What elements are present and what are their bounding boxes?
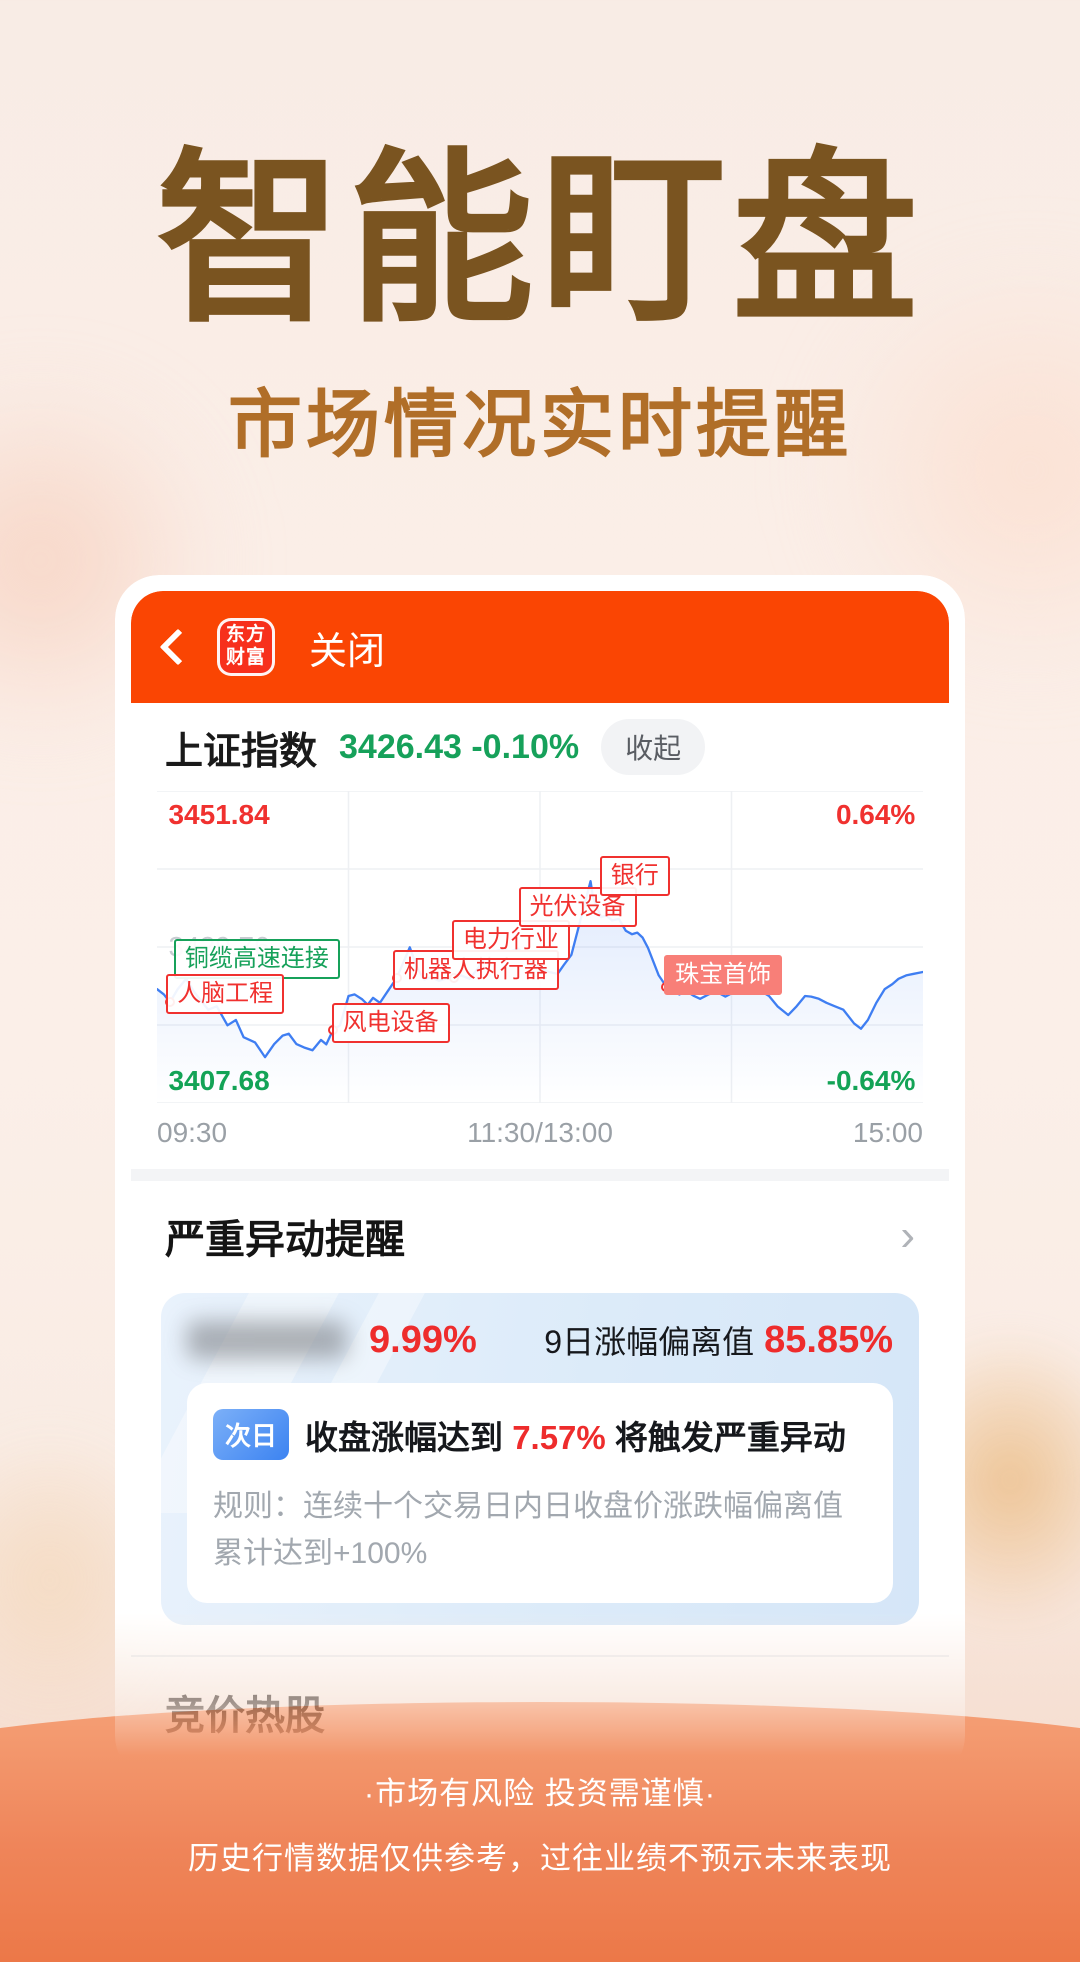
sector-event-label[interactable]: 人脑工程 bbox=[166, 973, 285, 1014]
chart-high-pct: 0.64% bbox=[835, 799, 916, 830]
trigger-suffix: 将触发严重异动 bbox=[605, 1418, 846, 1456]
close-button[interactable]: 关闭 bbox=[309, 630, 386, 673]
intraday-chart: 3451.84 0.64% 3429.76 3407.68 -0.64% 铜缆高… bbox=[157, 791, 923, 1103]
page-subtitle: 市场情况实时提醒 bbox=[228, 383, 852, 466]
section-divider bbox=[131, 1169, 949, 1181]
disclaimer: ·市场有风险 投资需谨慎· 历史行情数据仅供参考，过往业绩不预示未来表现 bbox=[0, 1768, 1080, 1878]
deviation-value: 85.85% bbox=[764, 1318, 893, 1361]
app-screen: 东方 财富 关闭 上证指数 3426.43 -0.10% 收起 3451.84 … bbox=[131, 591, 949, 1764]
disclaimer-line1: ·市场有风险 投资需谨慎· bbox=[363, 1776, 717, 1811]
auction-section-subtitle: 展示产生看多异动中热度较高的个股 bbox=[131, 1749, 949, 1764]
eastmoney-logo-icon: 东方 财富 bbox=[217, 618, 275, 676]
logo-line1: 东方 bbox=[225, 624, 266, 646]
deviation-group: 9日涨幅偏离值 85.85% bbox=[544, 1317, 893, 1363]
chart-low-value: 3407.68 bbox=[168, 1065, 270, 1096]
back-icon[interactable] bbox=[159, 628, 197, 666]
trigger-text: 收盘涨幅达到 7.57% 将触发严重异动 bbox=[305, 1411, 846, 1459]
alert-stock-row: 9.99% 9日涨幅偏离值 85.85% bbox=[187, 1315, 893, 1365]
chart-time-axis: 09:30 11:30/13:00 15:00 bbox=[157, 1109, 923, 1161]
alert-section-title: 严重异动提醒 bbox=[165, 1218, 405, 1262]
alert-section-header[interactable]: 严重异动提醒 › bbox=[131, 1181, 949, 1285]
sector-event-label[interactable]: 电力行业 bbox=[451, 919, 570, 960]
next-day-badge: 次日 bbox=[213, 1409, 290, 1460]
auction-section-title: 竞价热股 bbox=[165, 1694, 325, 1738]
trigger-prefix: 收盘涨幅达到 bbox=[305, 1418, 513, 1456]
disclaimer-line2: 历史行情数据仅供参考，过往业绩不预示未来表现 bbox=[188, 1841, 892, 1876]
time-open: 09:30 bbox=[157, 1117, 228, 1148]
time-mid: 11:30/13:00 bbox=[467, 1117, 613, 1148]
auction-section-header: 竞价热股 bbox=[131, 1657, 949, 1747]
chart-plot-area: 3451.84 0.64% 3429.76 3407.68 -0.64% 铜缆高… bbox=[157, 791, 923, 1103]
logo-line2: 财富 bbox=[225, 647, 266, 668]
rule-text: 规则：连续十个交易日内日收盘价涨跌幅偏离值累计达到+100% bbox=[213, 1490, 843, 1570]
section-divider-thin bbox=[131, 1655, 949, 1657]
trigger-card: 次日 收盘涨幅达到 7.57% 将触发严重异动 规则：连续十个交易日内日收盘价涨… bbox=[187, 1383, 893, 1603]
app-header: 东方 财富 关闭 bbox=[131, 591, 949, 703]
stock-change-pct: 9.99% bbox=[369, 1318, 477, 1361]
index-name: 上证指数 bbox=[165, 730, 318, 773]
alert-card: 9.99% 9日涨幅偏离值 85.85% 次日 收盘涨幅达到 7.57% 将触发… bbox=[161, 1293, 919, 1625]
blurred-stock-name bbox=[187, 1321, 347, 1359]
sector-event-label[interactable]: 风电设备 bbox=[331, 1003, 450, 1044]
index-bar: 上证指数 3426.43 -0.10% 收起 bbox=[131, 703, 949, 791]
sector-event-label[interactable]: 光伏设备 bbox=[518, 886, 637, 927]
sector-event-label[interactable]: 铜缆高速连接 bbox=[173, 939, 340, 980]
chevron-right-icon[interactable]: › bbox=[900, 1211, 915, 1260]
collapse-button[interactable]: 收起 bbox=[601, 719, 706, 775]
index-quote: 3426.43 -0.10% bbox=[339, 727, 580, 766]
page-title: 智能盯盘 bbox=[155, 137, 924, 344]
sector-event-label[interactable]: 珠宝首饰 bbox=[664, 954, 783, 995]
trigger-value: 7.57% bbox=[512, 1418, 606, 1456]
time-close: 15:00 bbox=[852, 1117, 923, 1148]
trigger-row: 次日 收盘涨幅达到 7.57% 将触发严重异动 bbox=[213, 1409, 867, 1460]
chart-low-pct: -0.64% bbox=[826, 1065, 916, 1096]
sector-event-label[interactable]: 银行 bbox=[599, 855, 670, 896]
chart-high-value: 3451.84 bbox=[168, 799, 270, 830]
app-screenshot-card: 东方 财富 关闭 上证指数 3426.43 -0.10% 收起 3451.84 … bbox=[115, 575, 965, 1780]
deviation-label: 9日涨幅偏离值 bbox=[544, 1324, 755, 1360]
